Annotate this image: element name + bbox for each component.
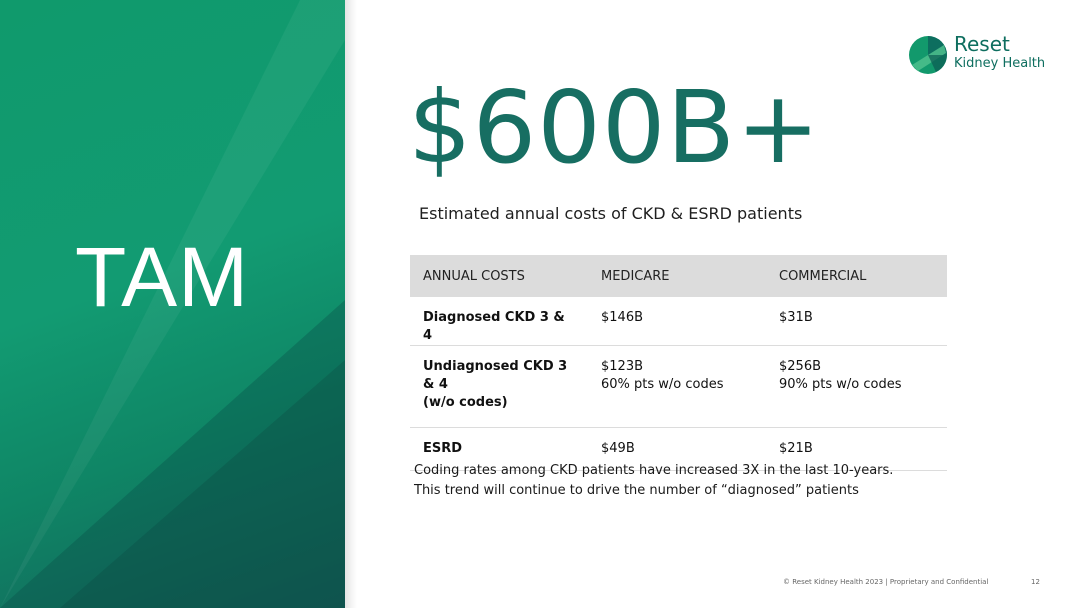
medicare-value: $123B bbox=[601, 359, 644, 374]
medicare-cell: $123B 60% pts w/o codes bbox=[588, 345, 766, 428]
medicare-value: $49B bbox=[601, 441, 635, 456]
commercial-value: $31B bbox=[779, 310, 813, 325]
row-label-text: Diagnosed CKD 3 & 4 bbox=[423, 310, 565, 343]
header-annual-costs: ANNUAL COSTS bbox=[410, 255, 588, 297]
section-title: TAM bbox=[75, 230, 250, 324]
page-number: 12 bbox=[1031, 578, 1040, 586]
row-label: Undiagnosed CKD 3 & 4 (w/o codes) bbox=[410, 345, 588, 428]
table-row: ESRD $49B $21B bbox=[410, 427, 947, 471]
panel-shadow bbox=[345, 0, 357, 608]
commercial-cell: $21B bbox=[766, 427, 947, 471]
table-row: Diagnosed CKD 3 & 4 $146B $31B bbox=[410, 297, 947, 346]
logo-text-reset: Reset bbox=[954, 32, 1010, 56]
row-label: ESRD bbox=[410, 427, 588, 471]
header-medicare: MEDICARE bbox=[588, 255, 766, 297]
commercial-value: $21B bbox=[779, 441, 813, 456]
footer-copyright: © Reset Kidney Health 2023 | Proprietary… bbox=[783, 578, 989, 586]
table-row: Undiagnosed CKD 3 & 4 (w/o codes) $123B … bbox=[410, 345, 947, 428]
medicare-cell: $146B bbox=[588, 297, 766, 346]
commercial-cell: $31B bbox=[766, 297, 947, 346]
row-label-subtext: (w/o codes) bbox=[423, 395, 508, 410]
side-panel: TAM bbox=[0, 0, 345, 608]
commercial-value: $256B bbox=[779, 359, 822, 374]
cost-table: ANNUAL COSTS MEDICARE COMMERCIAL Diagnos… bbox=[410, 255, 947, 471]
headline-value: $600B+ bbox=[408, 69, 821, 186]
header-commercial: COMMERCIAL bbox=[766, 255, 947, 297]
company-logo: Reset Kidney Health bbox=[908, 34, 1058, 78]
row-label-text: Undiagnosed CKD 3 & 4 bbox=[423, 359, 568, 392]
row-label-text: ESRD bbox=[423, 441, 463, 456]
coding-note-line: Coding rates among CKD patients have inc… bbox=[414, 463, 894, 478]
commercial-cell: $256B 90% pts w/o codes bbox=[766, 345, 947, 428]
medicare-detail: 60% pts w/o codes bbox=[601, 377, 724, 392]
commercial-detail: 90% pts w/o codes bbox=[779, 377, 902, 392]
logo-text-kidney-health: Kidney Health bbox=[954, 56, 1046, 71]
medicare-value: $146B bbox=[601, 310, 644, 325]
headline-subtitle: Estimated annual costs of CKD & ESRD pat… bbox=[419, 204, 803, 223]
medicare-cell: $49B bbox=[588, 427, 766, 471]
table-header-row: ANNUAL COSTS MEDICARE COMMERCIAL bbox=[410, 255, 947, 297]
coding-note: Coding rates among CKD patients have inc… bbox=[414, 461, 893, 501]
reset-kidney-logo-icon bbox=[909, 36, 947, 74]
row-label: Diagnosed CKD 3 & 4 bbox=[410, 297, 588, 346]
coding-note-line: This trend will continue to drive the nu… bbox=[414, 483, 859, 498]
side-panel-decoration bbox=[0, 0, 345, 608]
